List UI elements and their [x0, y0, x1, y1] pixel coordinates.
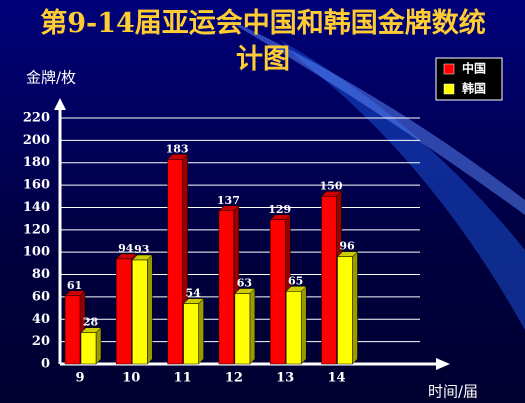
- value-label: 183: [166, 142, 189, 155]
- bar-front: [183, 303, 199, 365]
- y-tick-label: 160: [23, 178, 50, 193]
- swoosh: [230, 20, 525, 215]
- y-tick-label: 100: [23, 245, 50, 260]
- y-tick-label: 140: [23, 200, 50, 215]
- legend-swatch: [443, 63, 455, 75]
- legend-swatch: [443, 83, 455, 95]
- x-tick-label: 10: [122, 371, 140, 386]
- value-label: 65: [288, 274, 303, 287]
- bar-front: [116, 258, 132, 365]
- x-tick-label: 11: [174, 371, 192, 386]
- bar-front: [80, 332, 97, 365]
- y-tick-label: 40: [32, 312, 50, 327]
- y-tick-label: 20: [32, 334, 50, 349]
- y-tick-label: 180: [23, 155, 50, 170]
- x-tick-label: 12: [225, 371, 243, 386]
- value-label: 28: [83, 316, 99, 329]
- bar: [234, 287, 256, 365]
- x-axis-label: 时间/届: [428, 383, 478, 401]
- bar-front: [132, 259, 148, 365]
- value-label: 54: [185, 287, 201, 300]
- value-label: 150: [320, 179, 343, 192]
- value-label: 129: [268, 203, 291, 216]
- bar: [131, 254, 153, 365]
- bar: [182, 298, 205, 365]
- bar: [285, 285, 307, 365]
- y-axis-label: 金牌/枚: [26, 69, 76, 87]
- bar: [336, 251, 359, 365]
- value-label: 94: [118, 242, 134, 255]
- y-tick-label: 60: [32, 289, 50, 304]
- x-tick-label: 14: [327, 371, 345, 386]
- x-tick-label: 9: [75, 371, 84, 386]
- value-label: 96: [339, 240, 355, 253]
- bar-front: [64, 295, 81, 365]
- value-label: 61: [67, 279, 82, 292]
- y-tick-label: 0: [41, 357, 50, 372]
- bar-side: [95, 327, 102, 365]
- value-label: 137: [217, 194, 240, 207]
- chart-title: 第9-14届亚运会中国和韩国金牌数统计图: [40, 8, 486, 75]
- bar-front: [337, 256, 353, 365]
- bar-side: [352, 251, 358, 365]
- bar-front: [234, 293, 251, 365]
- bar: [80, 327, 102, 365]
- y-tick-label: 80: [32, 267, 50, 282]
- y-tick-label: 220: [23, 111, 50, 126]
- x-tick-label: 13: [276, 371, 294, 386]
- x-axis-arrow: [436, 358, 450, 370]
- bar-front: [167, 159, 183, 365]
- y-axis-arrow: [54, 98, 66, 110]
- bar-side: [147, 254, 153, 365]
- legend-label: 中国: [462, 61, 486, 76]
- value-label: 63: [237, 277, 252, 290]
- bar-front: [218, 210, 235, 365]
- bar-front: [269, 219, 286, 365]
- bar-front: [321, 196, 337, 365]
- bar-side: [198, 298, 204, 365]
- legend-label: 韩国: [462, 81, 486, 96]
- value-label: 93: [134, 243, 149, 256]
- bar-side: [300, 285, 307, 365]
- y-tick-label: 120: [23, 222, 50, 237]
- bar-side: [249, 287, 256, 365]
- bar-front: [285, 291, 302, 365]
- y-tick-label: 200: [23, 133, 50, 148]
